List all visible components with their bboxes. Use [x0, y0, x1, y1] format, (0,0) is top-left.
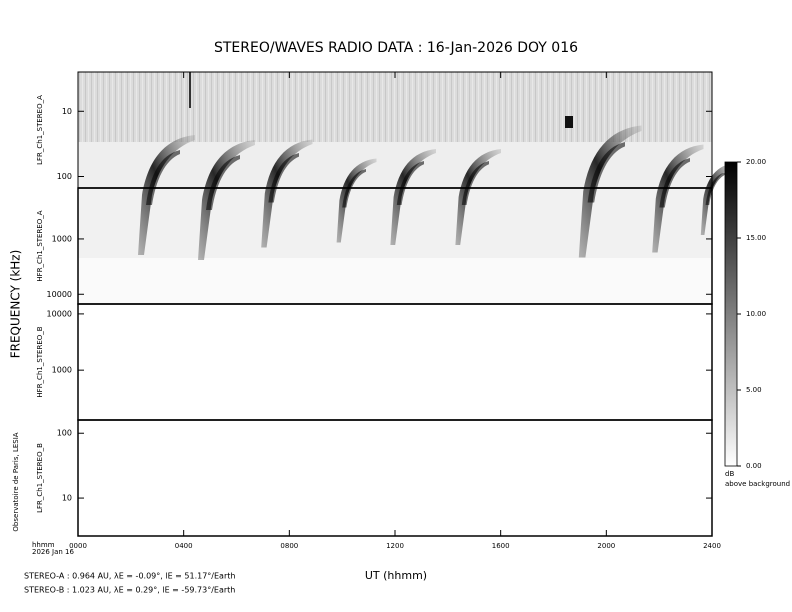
panel-frame — [77, 419, 713, 537]
x-tick-label: 1200 — [386, 542, 404, 550]
colorbar-caption: above background — [725, 480, 790, 488]
panel-frame — [77, 303, 713, 421]
y-axis-label: FREQUENCY (kHz) — [9, 250, 23, 359]
colorbar-tick-label: 15.00 — [746, 234, 766, 242]
colorbar-tick-label: 5.00 — [746, 386, 762, 394]
footer: STEREO-B : 1.023 AU, λE = 0.29°, lE = -5… — [24, 586, 235, 595]
x-tick-label: 2000 — [597, 542, 615, 550]
panel-name: LFR_Ch1_STEREO_A — [36, 95, 44, 165]
corner-label: 2026 Jan 16 — [32, 548, 75, 556]
panel-name: HFR_Ch1_STEREO_A — [36, 210, 44, 281]
x-tick-label: 0000 — [69, 542, 87, 550]
colorbar-tick-label: 0.00 — [746, 462, 762, 470]
y-tick-label: 10000 — [47, 290, 72, 299]
y-tick-label: 100 — [57, 172, 72, 181]
colorbar-unit: dB — [725, 470, 734, 478]
panel-name: HFR_Ch1_STEREO_B — [36, 326, 44, 397]
y-tick-label: 100 — [57, 429, 72, 438]
x-tick-label: 0800 — [280, 542, 298, 550]
credit: Observatoire de Paris, LESIA — [12, 432, 20, 531]
x-axis-label: UT (hhmm) — [365, 569, 427, 582]
chart-title: STEREO/WAVES RADIO DATA : 16-Jan-2026 DO… — [214, 40, 578, 56]
x-tick-label: 1600 — [492, 542, 510, 550]
footer: STEREO-A : 0.964 AU, λE = -0.09°, lE = 5… — [24, 572, 235, 581]
x-tick-label: 0400 — [175, 542, 193, 550]
corner-label: hhmm — [32, 541, 55, 549]
y-tick-label: 10 — [62, 107, 72, 116]
y-tick-label: 10 — [62, 494, 72, 503]
colorbar-tick-label: 20.00 — [746, 158, 766, 166]
colorbar — [724, 161, 738, 467]
spectrogram-texture — [78, 72, 735, 304]
y-tick-label: 1000 — [52, 234, 72, 243]
y-tick-label: 1000 — [52, 366, 72, 375]
colorbar-tick-label: 10.00 — [746, 310, 766, 318]
y-tick-label: 10000 — [47, 309, 72, 318]
x-tick-label: 2400 — [703, 542, 721, 550]
panel-name: LFR_Ch1_STEREO_B — [36, 443, 44, 513]
